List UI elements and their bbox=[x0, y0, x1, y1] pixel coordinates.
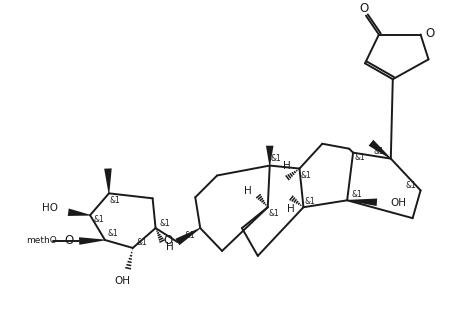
Text: &1: &1 bbox=[405, 181, 416, 190]
Polygon shape bbox=[79, 237, 105, 245]
Text: &1: &1 bbox=[110, 196, 120, 205]
Text: O: O bbox=[164, 233, 173, 246]
Text: H: H bbox=[244, 186, 252, 196]
Text: HO: HO bbox=[42, 203, 59, 213]
Text: &1: &1 bbox=[270, 154, 281, 163]
Text: &1: &1 bbox=[185, 230, 196, 239]
Text: &1: &1 bbox=[304, 197, 315, 206]
Text: &1: &1 bbox=[136, 238, 147, 247]
Text: &1: &1 bbox=[352, 190, 362, 199]
Text: OH: OH bbox=[391, 198, 407, 208]
Text: &1: &1 bbox=[373, 147, 384, 156]
Text: &1: &1 bbox=[268, 209, 279, 218]
Text: &1: &1 bbox=[355, 153, 365, 162]
Text: &1: &1 bbox=[93, 215, 104, 224]
Polygon shape bbox=[266, 146, 273, 166]
Text: H: H bbox=[166, 242, 173, 252]
Polygon shape bbox=[369, 140, 391, 159]
Text: OH: OH bbox=[115, 276, 131, 286]
Text: &1: &1 bbox=[159, 219, 170, 228]
Text: H: H bbox=[283, 161, 291, 170]
Text: O: O bbox=[359, 2, 369, 15]
Text: O: O bbox=[65, 233, 74, 246]
Text: &1: &1 bbox=[107, 228, 118, 237]
Text: O: O bbox=[425, 27, 434, 40]
Polygon shape bbox=[68, 208, 90, 216]
Text: &1: &1 bbox=[300, 171, 311, 180]
Text: methO: methO bbox=[26, 235, 57, 244]
Polygon shape bbox=[347, 198, 377, 206]
Polygon shape bbox=[175, 228, 200, 245]
Text: H: H bbox=[287, 204, 294, 214]
Polygon shape bbox=[104, 168, 112, 193]
